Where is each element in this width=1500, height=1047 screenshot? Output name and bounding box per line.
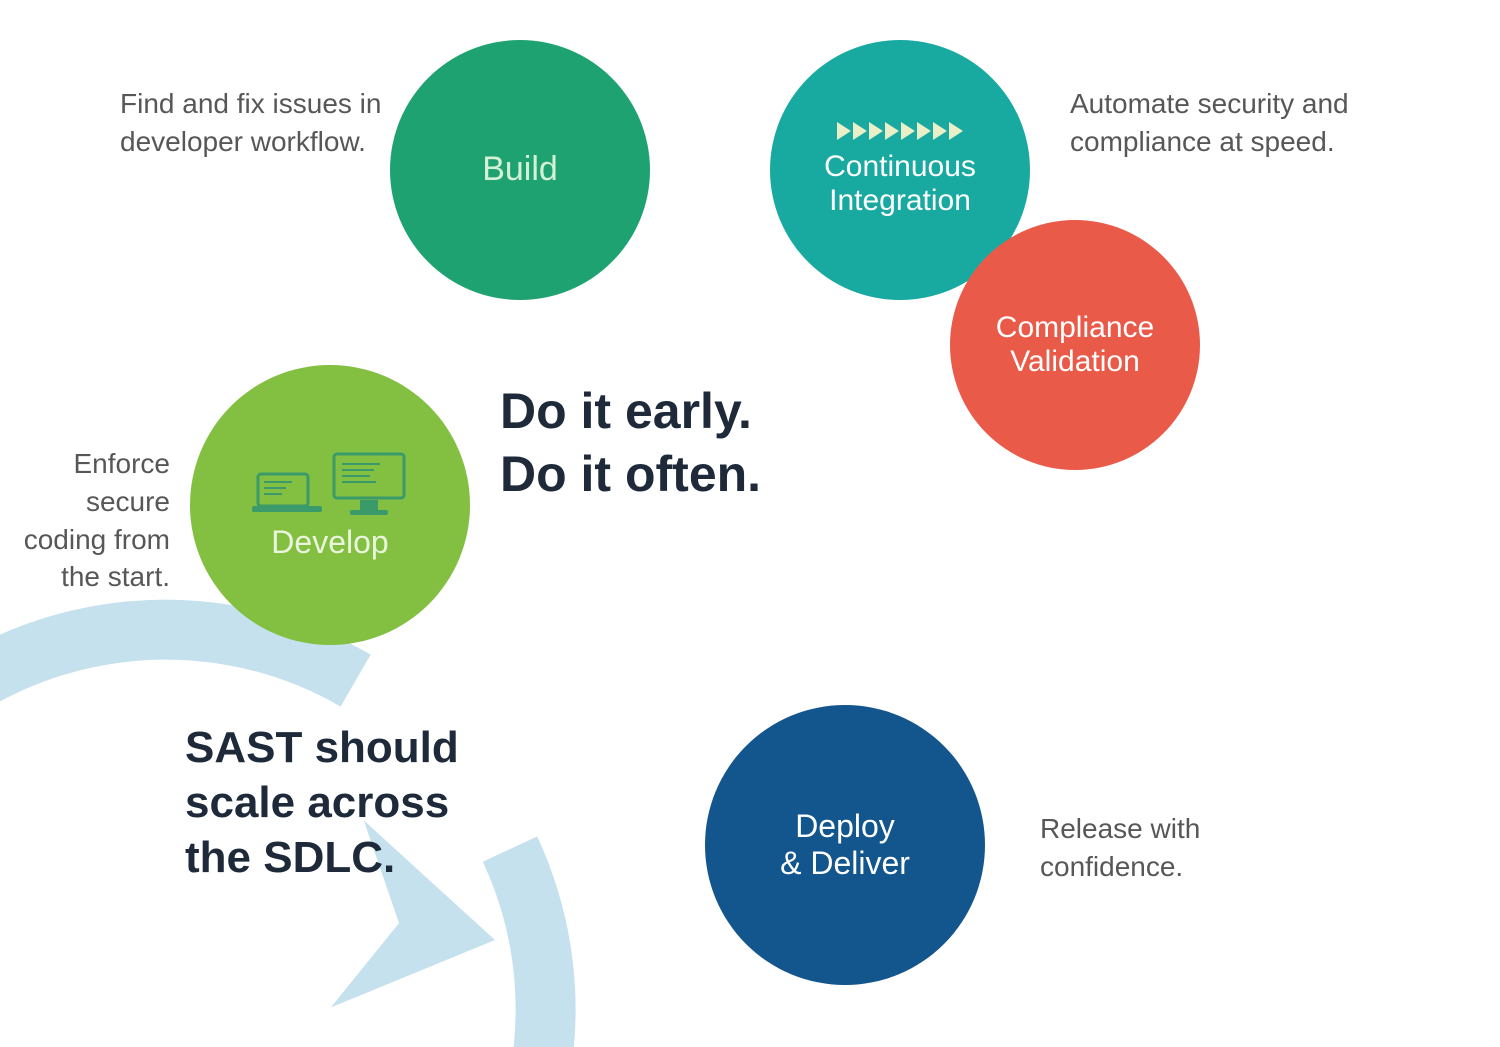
- headline-center: Do it early. Do it often.: [500, 380, 761, 505]
- chevrons-icon: [837, 122, 963, 140]
- node-label: Build: [482, 150, 558, 189]
- node-label: Continuous Integration: [824, 150, 976, 219]
- node-develop: Develop: [190, 365, 470, 645]
- node-label: Develop: [271, 524, 388, 561]
- devices-icon: [252, 450, 408, 516]
- node-label: Compliance Validation: [996, 311, 1154, 380]
- node-compliance: Compliance Validation: [950, 220, 1200, 470]
- cap-develop: Enforce secure coding from the start.: [0, 445, 170, 596]
- cap-build: Find and fix issues in developer workflo…: [120, 85, 381, 161]
- node-build: Build: [390, 40, 650, 300]
- cap-ci: Automate security and compliance at spee…: [1070, 85, 1349, 161]
- node-label: Deploy & Deliver: [780, 808, 910, 882]
- headline-bottom: SAST should scale across the SDLC.: [185, 720, 459, 885]
- node-deploy: Deploy & Deliver: [705, 705, 985, 985]
- cap-deploy: Release with confidence.: [1040, 810, 1200, 886]
- diagram-stage: Build Continuous Integration Compliance Va…: [0, 0, 1500, 1047]
